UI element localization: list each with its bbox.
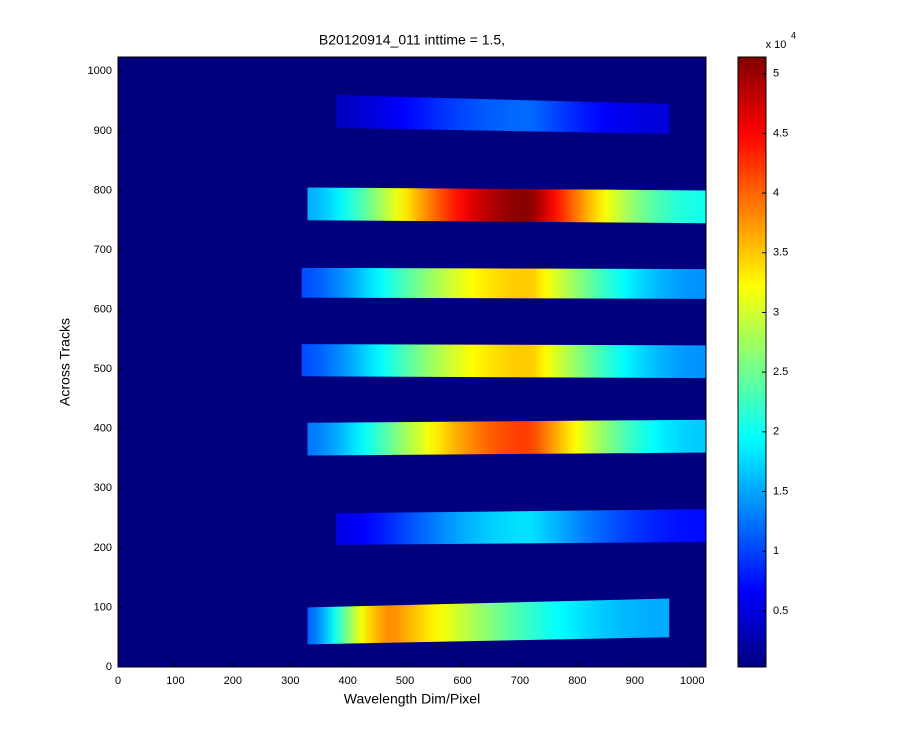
colorbar — [737, 56, 767, 668]
colorbar-tick-label: 1 — [773, 545, 779, 557]
y-tick-label: 900 — [94, 125, 112, 137]
colorbar-tick-label: 0.5 — [773, 605, 788, 617]
y-tick-label: 100 — [94, 601, 112, 613]
stripe — [307, 598, 670, 645]
y-tick-label: 700 — [94, 244, 112, 256]
colorbar-tick-label: 2.5 — [773, 366, 788, 378]
stripe — [301, 267, 706, 299]
x-tick-label: 100 — [166, 675, 184, 687]
colorbar-tick-label: 2 — [773, 426, 779, 438]
colorbar-tick-label: 1.5 — [773, 485, 788, 497]
x-tick-label: 700 — [511, 675, 529, 687]
y-tick-label: 300 — [94, 482, 112, 494]
chart-title: B20120914_011 inttime = 1.5, — [319, 32, 505, 48]
y-tick-label: 400 — [94, 423, 112, 435]
y-tick-label: 200 — [94, 542, 112, 554]
stripe — [336, 95, 670, 134]
colorbar-multiplier: x 10 — [766, 39, 787, 51]
x-tick-label: 300 — [281, 675, 299, 687]
plot-frame — [117, 56, 707, 668]
y-tick-label: 1000 — [88, 65, 112, 77]
colorbar-tick-label: 3.5 — [773, 247, 788, 259]
x-tick-label: 400 — [339, 675, 357, 687]
x-tick-label: 0 — [115, 675, 121, 687]
y-tick-label: 600 — [94, 303, 112, 315]
x-tick-label: 1000 — [680, 675, 704, 687]
x-tick-label: 800 — [568, 675, 586, 687]
colorbar-tick-label: 4 — [773, 187, 779, 199]
y-tick-label: 0 — [106, 661, 112, 673]
colorbar-tick-label: 3 — [773, 306, 779, 318]
stripe — [307, 187, 706, 224]
x-axis-label: Wavelength Dim/Pixel — [344, 691, 480, 707]
x-tick-label: 900 — [626, 675, 644, 687]
stripe — [301, 344, 706, 379]
y-tick-label: 500 — [94, 363, 112, 375]
y-axis-label: Across Tracks — [57, 318, 73, 406]
x-tick-label: 500 — [396, 675, 414, 687]
stripe — [307, 419, 706, 456]
x-tick-label: 200 — [224, 675, 242, 687]
x-tick-label: 600 — [453, 675, 471, 687]
y-tick-label: 800 — [94, 184, 112, 196]
colorbar-tick-label: 5 — [773, 68, 779, 80]
colorbar-exponent: 4 — [791, 30, 796, 40]
colorbar-tick-label: 4.5 — [773, 127, 788, 139]
stripe — [336, 509, 706, 545]
